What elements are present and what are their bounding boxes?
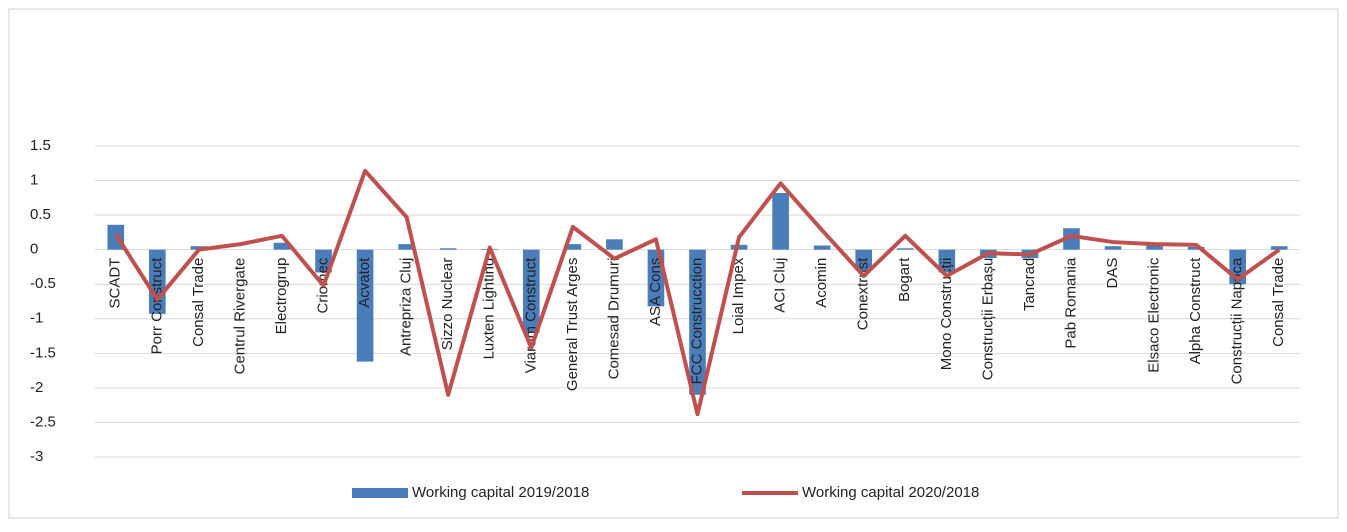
bar [398,244,415,250]
x-tick-label: Tancrad [1021,258,1038,311]
chart-border [8,8,1339,519]
x-tick-label: Luxten Lighting [481,258,498,360]
bar [439,248,457,250]
x-tick-label: Construcții Napoca [1229,257,1246,384]
x-tick-label: Bogart [896,257,913,302]
bar [689,249,706,395]
x-tick-label: Acvatot [356,257,373,308]
y-tick-label: -1.5 [30,344,56,361]
x-tick-label: DAS [1104,258,1121,289]
y-tick-label: 0 [30,241,38,258]
x-tick-label: Comesad Drumuri [605,258,622,380]
y-tick-label: 1 [30,172,38,189]
bar [356,249,374,362]
x-tick-label: Conextrust [855,257,872,330]
legend-swatch [352,488,408,498]
x-tick-label: Construcții Erbașu [979,258,996,381]
x-tick-label: Centrul Rivergate [231,258,248,375]
x-tick-label: Consal Trade [190,258,207,347]
x-tick-label: Porr Construct [148,257,165,355]
bar [522,249,540,333]
x-tick-label: Alpha Construct [1187,257,1204,365]
y-tick-label: -0.5 [30,275,56,292]
y-tick-label: -1 [30,310,43,327]
bar [315,249,332,273]
bar [1104,246,1122,250]
bar [564,244,582,250]
bar [896,248,914,250]
y-tick-label: -3 [30,448,43,465]
x-tick-label: Antrepriza Cluj [398,258,415,356]
x-tick-label: SCADT [107,258,124,309]
x-tick-label: FCC Construcction [688,258,705,385]
bar [813,245,831,250]
x-tick-label: Pab Romania [1062,257,1079,349]
x-tick-label: Mono Construcții [938,258,955,371]
y-tick-label: 1.5 [30,137,51,154]
x-tick-label: Consal Trade [1270,258,1287,347]
bar [606,239,623,250]
bar [730,244,748,250]
x-tick-label: Viarom Construct [522,257,539,373]
bar [273,242,291,250]
bar [772,192,789,250]
y-tick-label: -2.5 [30,413,56,430]
bar [149,249,166,314]
legend-label: Working capital 2019/2018 [412,484,589,501]
line [114,168,1281,417]
bar [1187,246,1205,250]
x-tick-label: Acomin [813,258,830,308]
legend-label: Working capital 2020/2018 [802,484,979,501]
bar [1146,245,1163,250]
x-tick-label: General Trust Arges [564,258,581,391]
bar [938,249,956,273]
x-tick-label: ASA Cons [647,258,664,326]
x-tick-label: Sizzo Nuclear [439,258,456,351]
bar [855,249,873,271]
x-tick-label: Electrogrup [273,258,290,335]
bar [1270,246,1288,250]
y-tick-label: -2 [30,379,43,396]
bar [1063,228,1080,250]
y-tick-label: 0.5 [30,206,51,223]
x-tick-label: ACI Cluj [772,258,789,313]
x-tick-label: Loial Impex [730,257,747,334]
x-tick-label: Elsaco Electronic [1146,257,1163,373]
